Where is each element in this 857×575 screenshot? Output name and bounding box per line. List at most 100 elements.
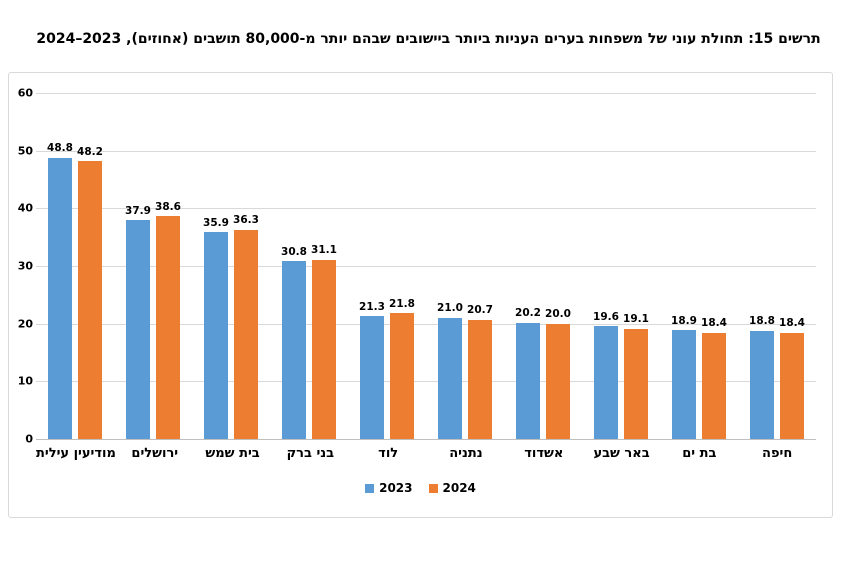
bar-column: 36.3: [233, 215, 259, 439]
legend: 2023 2024: [9, 482, 832, 494]
bar-2023: [204, 232, 228, 439]
bar-column: 48.2: [77, 145, 103, 439]
gridline: [36, 208, 816, 210]
bar-group: 19.6 19.1: [582, 93, 660, 439]
bar-group: 30.8 31.1: [270, 93, 348, 439]
category-label: בית שמש: [205, 446, 260, 461]
category-label: בת ים: [682, 446, 717, 461]
y-tick-label: 30: [17, 259, 33, 273]
bar-column: 18.8: [749, 315, 775, 439]
bar-2024: [156, 216, 180, 439]
x-axis-labels: מודיעין עילית ירושלים בית שמש בני ברק לוד נתנ…: [36, 446, 816, 461]
gridline: [36, 323, 816, 325]
category-label: בני ברק: [286, 446, 335, 461]
bar-group: 21.0 20.7: [426, 93, 504, 439]
gridline: [36, 266, 816, 267]
bar-2024: [234, 229, 258, 439]
value-label: 18.8: [749, 315, 775, 328]
y-axis-labels: 0 10 20 30 40 50 60: [12, 87, 33, 444]
category-label: אשדוד: [524, 446, 564, 461]
y-tick-label: 0: [25, 432, 33, 446]
value-label: 18.4: [779, 317, 805, 330]
bar-2024: [468, 319, 492, 439]
bar-2024: [780, 332, 804, 439]
bar-2023: [126, 220, 150, 439]
bar-2024: [78, 161, 102, 439]
bar-group: 18.8 18.4: [738, 93, 816, 439]
bar-2023: [360, 316, 384, 439]
bar-2023: [516, 322, 540, 439]
category-label: לוד: [378, 446, 399, 461]
y-tick-label: 20: [17, 316, 33, 330]
x-axis-line: [36, 439, 816, 440]
bar-2023: [48, 157, 72, 439]
bar-group: 48.8 48.2: [36, 93, 114, 439]
bar-2024: [312, 259, 336, 439]
bar-column: 18.4: [701, 318, 727, 439]
bar-2024: [624, 328, 648, 439]
value-label: 20.2: [515, 307, 541, 319]
value-label: 18.9: [671, 314, 697, 327]
bar-group: 20.2 20.0: [504, 93, 582, 439]
legend-label: 2023: [379, 481, 413, 495]
legend-label: 2024: [442, 481, 476, 495]
value-label: 31.1: [311, 244, 337, 257]
bar-column: 35.9: [203, 216, 229, 439]
bar-column: 38.6: [155, 200, 181, 439]
category-label: חיפה: [762, 446, 793, 461]
chart-title: תרשים 15: תחולת עוני של משפחות בערים הענ…: [36, 31, 821, 47]
bar-column: 31.1: [311, 244, 337, 439]
bar-group: 21.3 21.8: [348, 93, 426, 439]
y-tick-label: 50: [17, 143, 33, 157]
y-tick-label: 10: [17, 374, 33, 388]
bar-group: 18.9 18.4: [660, 93, 738, 439]
bar-column: 48.8: [47, 142, 73, 439]
value-label: 19.6: [593, 310, 619, 323]
gridline: [36, 150, 816, 152]
bar-2023: [750, 330, 774, 439]
bar-2024: [546, 323, 570, 439]
value-label: 21.3: [359, 300, 385, 313]
value-label: 35.9: [203, 216, 229, 229]
y-tick-label: 40: [17, 201, 33, 215]
bar-column: 21.3: [359, 300, 385, 439]
bar-column: 18.4: [779, 317, 805, 439]
gridline: [36, 381, 816, 383]
bar-2024: [390, 313, 414, 439]
bar-2024: [702, 332, 726, 439]
bar-column: 30.8: [281, 245, 307, 439]
legend-swatch-2024: [428, 483, 438, 493]
chart-frame: 0 10 20 30 40 50 60 48.8 48.2 37.9 38.6 35.9 36.3 30…: [8, 72, 833, 518]
value-label: 19.1: [623, 313, 649, 326]
bar-column: 19.1: [623, 313, 649, 439]
bar-2023: [594, 326, 618, 439]
legend-item-2024: 2024: [428, 481, 476, 495]
category-label: ירושלים: [131, 446, 179, 461]
bar-column: 20.7: [467, 304, 493, 439]
bar-column: 19.6: [593, 310, 619, 439]
value-label: 21.0: [437, 302, 463, 315]
value-label: 21.8: [389, 297, 415, 310]
bar-groups: 48.8 48.2 37.9 38.6 35.9 36.3 30.8 31.1 21.3 21.8…: [36, 93, 816, 439]
bar-column: 20.2: [515, 307, 541, 439]
bar-column: 37.9: [125, 204, 151, 439]
value-label: 37.9: [125, 204, 151, 217]
category-label: באר שבע: [593, 446, 650, 461]
bar-group: 35.9 36.3: [192, 93, 270, 439]
value-label: 20.7: [467, 304, 493, 317]
gridline: [36, 93, 816, 94]
value-label: 48.8: [47, 142, 73, 155]
value-label: 20.0: [545, 308, 571, 321]
bar-column: 21.8: [389, 297, 415, 439]
value-label: 30.8: [281, 245, 307, 258]
value-label: 38.6: [155, 200, 181, 213]
bar-2023: [282, 261, 306, 439]
bar-column: 18.9: [671, 314, 697, 439]
gridlines: [36, 93, 816, 439]
plot-area: 48.8 48.2 37.9 38.6 35.9 36.3 30.8 31.1 21.3 21.8…: [36, 93, 816, 440]
bar-2023: [438, 317, 462, 439]
value-label: 48.2: [77, 145, 103, 158]
bar-2023: [672, 330, 696, 439]
bar-column: 20.0: [545, 308, 571, 439]
